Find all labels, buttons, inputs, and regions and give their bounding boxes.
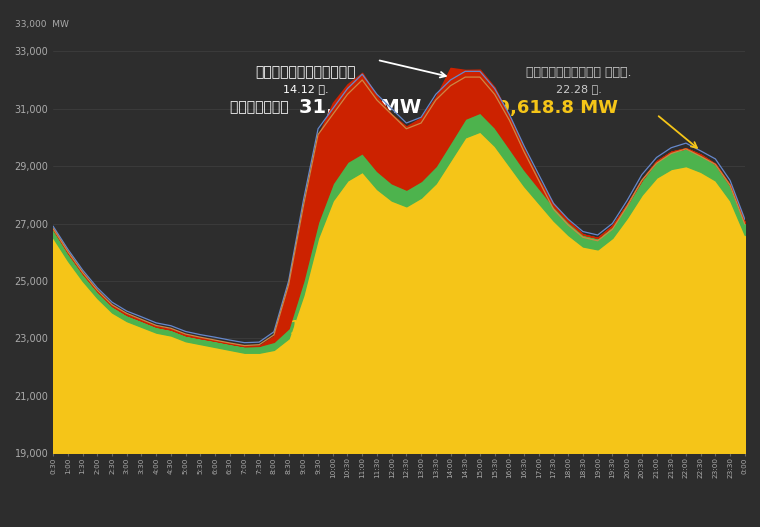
Text: 14.12 น.: 14.12 น.	[283, 84, 328, 94]
Text: พีคของประเทศ: พีคของประเทศ	[255, 65, 356, 79]
Text: 29,618.8 MW: 29,618.8 MW	[485, 100, 618, 118]
Text: 33,000  MW: 33,000 MW	[15, 20, 69, 29]
Text: 11 พ.ค. 2559: 11 พ.ค. 2559	[289, 319, 412, 338]
Text: มากกว่า: มากกว่า	[230, 101, 293, 115]
Text: พีคของระบบ กฟผ.: พีคของระบบ กฟผ.	[526, 66, 632, 79]
Text: 31,000 MW: 31,000 MW	[299, 98, 421, 117]
Text: 22.28 น.: 22.28 น.	[556, 84, 602, 94]
